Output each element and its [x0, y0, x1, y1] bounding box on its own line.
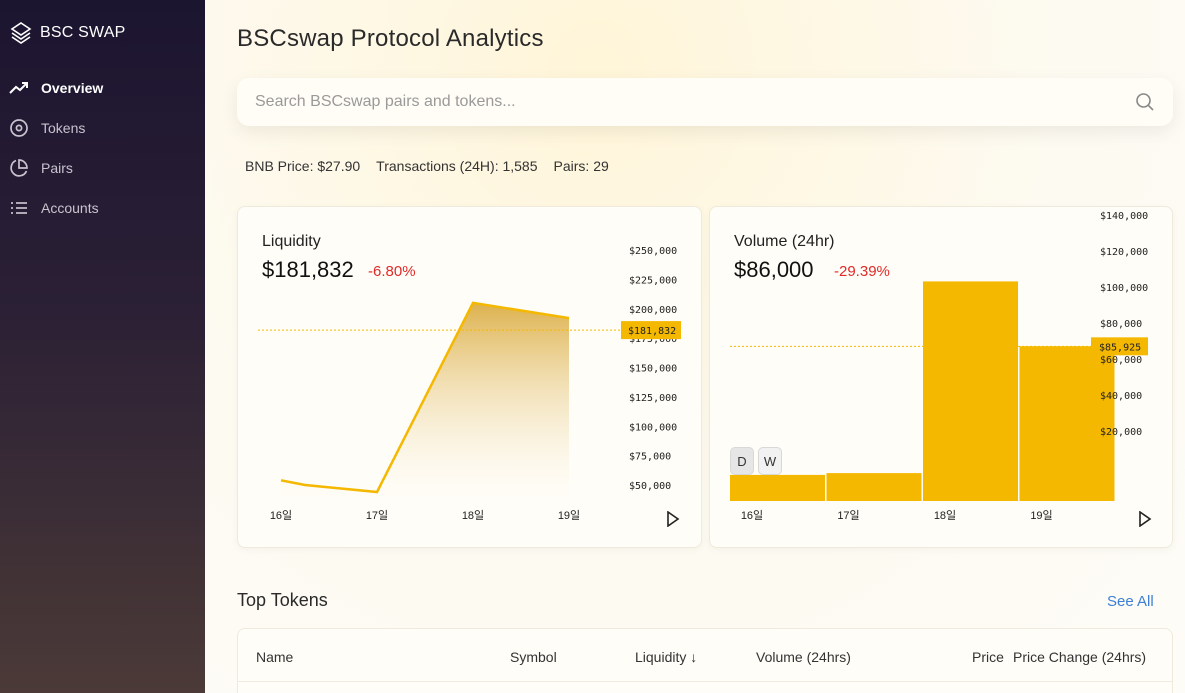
x-tick-label: 16일	[741, 508, 763, 522]
volume-card: Volume (24hr) $86,000 -29.39% $20,000 $40…	[709, 206, 1173, 548]
bsc-swap-logo-icon	[10, 22, 32, 44]
current-value-label: $181,832	[628, 326, 676, 337]
x-tick-label: 19일	[1030, 508, 1052, 522]
column-header-price-change[interactable]: Price Change (24hrs)	[1013, 649, 1147, 665]
list-icon	[9, 198, 29, 218]
sidebar-item-label: Tokens	[41, 120, 86, 136]
y-tick-label: $100,000	[1100, 283, 1148, 294]
top-tokens-title: Top Tokens	[237, 590, 328, 610]
play-icon[interactable]	[1138, 511, 1152, 527]
x-tick-label: 16일	[270, 508, 292, 522]
column-header-volume[interactable]: Volume (24hrs)	[756, 649, 851, 665]
y-tick-label: $40,000	[1100, 391, 1142, 402]
liquidity-area	[281, 302, 569, 499]
brand[interactable]: BSC SWAP	[10, 22, 125, 44]
transactions-count: Transactions (24H): 1,585	[376, 158, 538, 174]
column-header-symbol[interactable]: Symbol	[510, 649, 557, 665]
sidebar-item-overview[interactable]: Overview	[0, 68, 205, 108]
play-icon[interactable]	[666, 511, 680, 527]
sidebar-item-label: Overview	[41, 80, 104, 96]
search-input[interactable]	[237, 78, 1135, 126]
bnb-price: BNB Price: $27.90	[245, 158, 361, 174]
y-tick-label: $150,000	[629, 364, 677, 375]
y-tick-label: $225,000	[629, 275, 677, 286]
see-all-link[interactable]: See All	[1107, 593, 1154, 610]
y-tick-label: $100,000	[629, 422, 677, 433]
y-tick-label: $50,000	[629, 481, 671, 492]
y-tick-label: $175,000	[629, 334, 677, 345]
volume-chart[interactable]: $20,000 $40,000 $60,000 $80,000 $100,000 $120…	[710, 207, 1174, 549]
sidebar: BSC SWAP Overview Tokens Pairs Accounts	[0, 0, 205, 693]
y-tick-label: $80,000	[1100, 319, 1142, 330]
volume-value: $86,000	[734, 257, 814, 282]
liquidity-label: Liquidity	[262, 233, 321, 250]
sidebar-nav: Overview Tokens Pairs Accounts	[0, 68, 205, 228]
top-tokens-table: Name Symbol Liquidity ↓ Volume (24hrs) P…	[237, 628, 1173, 693]
brand-name: BSC SWAP	[40, 24, 126, 41]
liquidity-value: $181,832	[262, 257, 354, 282]
table-divider	[238, 681, 1172, 682]
liquidity-card: Liquidity $181,832 -6.80% $50,000 $75,000…	[237, 206, 702, 548]
liquidity-chart[interactable]: $50,000 $75,000 $100,000 $125,000 $150,000 $1…	[238, 207, 703, 549]
pairs-count: Pairs: 29	[553, 158, 609, 174]
x-tick-label: 18일	[462, 508, 484, 522]
pie-chart-icon	[9, 158, 29, 178]
sidebar-item-label: Accounts	[41, 200, 99, 216]
timeframe-week-button[interactable]: W	[758, 447, 782, 475]
x-tick-label: 18일	[934, 508, 956, 522]
volume-bar	[826, 473, 922, 501]
sidebar-item-pairs[interactable]: Pairs	[0, 148, 205, 188]
y-tick-label: $20,000	[1100, 427, 1142, 438]
y-tick-label: $75,000	[629, 452, 671, 463]
x-tick-label: 17일	[837, 508, 859, 522]
volume-label: Volume (24hr)	[734, 233, 835, 250]
sidebar-item-accounts[interactable]: Accounts	[0, 188, 205, 228]
y-tick-label: $200,000	[629, 305, 677, 316]
sidebar-item-tokens[interactable]: Tokens	[0, 108, 205, 148]
volume-change: -29.39%	[834, 263, 890, 280]
timeframe-day-button[interactable]: D	[730, 447, 754, 475]
y-tick-label: $250,000	[629, 246, 677, 257]
search-icon[interactable]	[1135, 92, 1155, 112]
main-content: BSCswap Protocol Analytics BNB Price: $2…	[205, 0, 1185, 693]
x-tick-label: 17일	[366, 508, 388, 522]
trending-up-icon	[9, 78, 29, 98]
y-tick-label: $140,000	[1100, 211, 1148, 222]
column-header-price[interactable]: Price	[972, 649, 1004, 665]
y-tick-label: $60,000	[1100, 355, 1142, 366]
liquidity-change: -6.80%	[368, 263, 416, 280]
y-tick-label: $125,000	[629, 393, 677, 404]
current-value-label: $85,925	[1099, 342, 1141, 353]
column-header-liquidity[interactable]: Liquidity ↓	[635, 649, 698, 665]
y-tick-label: $120,000	[1100, 247, 1148, 258]
current-value-marker	[1091, 337, 1148, 356]
volume-bar	[730, 474, 825, 501]
stats-bar: BNB Price: $27.90 Transactions (24H): 1,…	[245, 158, 625, 174]
search-bar	[237, 78, 1173, 126]
disc-icon	[9, 118, 29, 138]
page-title: BSCswap Protocol Analytics	[237, 25, 544, 52]
column-header-name[interactable]: Name	[256, 649, 294, 665]
x-tick-label: 19일	[558, 508, 580, 522]
volume-bar	[1019, 346, 1115, 501]
current-value-marker	[621, 321, 681, 340]
sidebar-item-label: Pairs	[41, 160, 73, 176]
volume-bar	[923, 281, 1018, 501]
